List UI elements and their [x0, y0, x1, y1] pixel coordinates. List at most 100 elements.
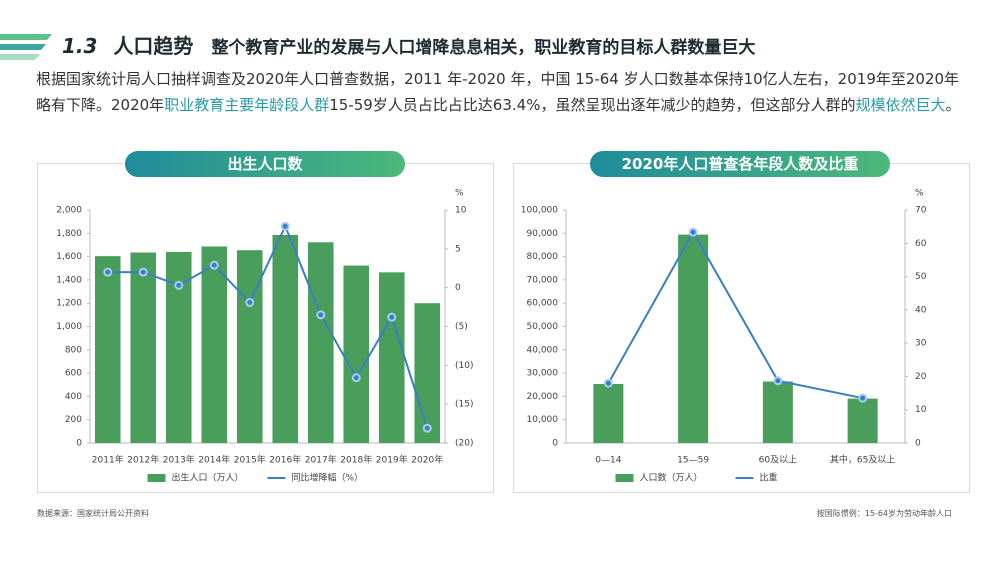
- line-point: [351, 373, 361, 383]
- bar: [307, 242, 334, 443]
- y-tick-label: 30,000: [527, 369, 559, 379]
- y2-tick-label: 70: [915, 206, 927, 216]
- line-point: [103, 267, 113, 277]
- x-tick-label: 2017年: [305, 454, 337, 466]
- y-tick-label: 50,000: [527, 322, 559, 332]
- line-point: [138, 267, 148, 277]
- x-tick-label: 2020年: [411, 454, 443, 466]
- y2-tick-label: 5: [455, 244, 461, 254]
- x-tick-label: 15—59: [677, 456, 709, 466]
- highlight-text: 职业教育主要年龄段人群: [164, 96, 330, 114]
- y2-tick-label: 10: [455, 206, 467, 216]
- y2-axis-unit: %: [455, 189, 464, 199]
- line-point: [858, 393, 868, 403]
- bar: [236, 250, 263, 443]
- x-tick-label: 2012年: [127, 454, 159, 466]
- legend-label: 人口数（万人）: [640, 472, 703, 484]
- x-tick-label: 2016年: [269, 454, 301, 466]
- y-tick-label: 60,000: [527, 299, 559, 309]
- bar: [272, 234, 299, 443]
- legend-swatch: [147, 474, 166, 482]
- y2-tick-label: 50: [915, 272, 927, 282]
- bar: [130, 252, 157, 443]
- line-point: [603, 378, 613, 388]
- y2-tick-label: 0: [455, 283, 461, 293]
- x-tick-label: 2014年: [198, 454, 230, 466]
- y-tick-label: 0: [552, 439, 558, 449]
- y2-tick-label: 30: [915, 339, 927, 349]
- highlight-text: 规模依然巨大: [855, 96, 946, 114]
- bar: [593, 383, 624, 443]
- footnote: 按国际惯例：15-64岁为劳动年龄人口: [816, 509, 952, 518]
- x-tick-label: 60及以上: [759, 455, 797, 466]
- y-tick-label: 600: [65, 369, 82, 379]
- x-tick-label: 2015年: [234, 454, 266, 466]
- line: [607, 230, 863, 400]
- legend-label: 同比增降幅（%）: [292, 472, 364, 484]
- bar: [201, 246, 228, 443]
- y-tick-label: 1,800: [56, 229, 82, 239]
- chart-title: 2020年人口普查各年段人数及比重: [590, 151, 890, 177]
- bar: [762, 381, 793, 443]
- y2-tick-label: (10): [455, 361, 473, 371]
- y-tick-label: 1,400: [56, 275, 82, 285]
- intro-text: 根据国家统计局人口抽样调查及2020年人口普查数据，2011 年-2020 年，…: [36, 66, 966, 118]
- line-point: [245, 297, 255, 307]
- y2-tick-label: (5): [455, 322, 468, 332]
- section-number: 1.3: [62, 34, 98, 58]
- bar: [847, 398, 878, 443]
- bar: [94, 256, 121, 443]
- x-tick-label: 2013年: [163, 454, 195, 466]
- text: 15-59岁人员占比占比达63.4%，虽然呈现出逐年减少的趋势，但这部分人群的: [329, 96, 856, 114]
- line-point: [688, 227, 698, 237]
- y-tick-label: 200: [65, 415, 82, 425]
- chart: 0 10,000 20,000 30,000 40,000 50,000 60,000 70,…: [521, 189, 927, 484]
- y-tick-label: 2,000: [56, 206, 82, 216]
- line-point: [773, 376, 783, 386]
- legend-label: 比重: [760, 472, 778, 484]
- y-tick-label: 1,000: [56, 322, 82, 332]
- x-tick-label: 2018年: [340, 454, 372, 466]
- y2-tick-label: 40: [915, 305, 927, 315]
- y2-axis-unit: %: [915, 189, 924, 199]
- bar: [343, 265, 370, 443]
- bar: [678, 234, 709, 443]
- y2-tick-label: (15): [455, 400, 473, 410]
- line-point: [280, 221, 290, 231]
- y-tick-label: 20,000: [527, 392, 559, 402]
- text: 根据国家统计局人口抽样调查及2020年人口普查数据，2011 年-2020 年，…: [36, 70, 960, 114]
- y2-tick-label: 0: [915, 439, 921, 449]
- line-point: [387, 312, 397, 322]
- chart: 0 200 400 600 800 1,000 1,200 1,400 1,600 1,800 2,…: [56, 189, 473, 484]
- y-tick-label: 0: [76, 439, 82, 449]
- y-tick-label: 1,200: [56, 299, 82, 309]
- line-point: [174, 280, 184, 290]
- header: 1.3 人口趋势 整个教育产业的发展与人口增降息息相关，职业教育的目标人群数量巨大: [62, 30, 755, 59]
- x-tick-label: 其中，65及以上: [830, 454, 895, 466]
- line-point: [316, 310, 326, 320]
- y2-tick-label: 60: [915, 239, 927, 249]
- y-tick-label: 70,000: [527, 275, 559, 285]
- y2-tick-label: 20: [915, 372, 927, 382]
- x-tick-label: 2019年: [376, 454, 408, 466]
- text: 。: [945, 96, 961, 114]
- y-tick-label: 1,600: [56, 252, 82, 262]
- footnote: 数据来源：国家统计局公开资料: [37, 509, 149, 518]
- y-tick-label: 10,000: [527, 415, 559, 425]
- chart-title: 出生人口数: [125, 151, 405, 177]
- bar: [414, 303, 441, 443]
- y2-tick-label: (20): [455, 439, 473, 449]
- header-decoration: [0, 34, 52, 60]
- x-tick-label: 2011年: [92, 454, 124, 466]
- section-subtitle: 整个教育产业的发展与人口增降息息相关，职业教育的目标人群数量巨大: [211, 38, 756, 58]
- x-tick-label: 0—14: [595, 456, 621, 466]
- y-tick-label: 800: [65, 345, 82, 355]
- legend-label: 出生人口（万人）: [172, 472, 244, 484]
- section-title: 人口趋势: [113, 34, 194, 58]
- bar: [378, 272, 405, 443]
- y-tick-label: 40,000: [527, 345, 559, 355]
- y-tick-label: 100,000: [521, 206, 558, 216]
- line-point: [422, 423, 432, 433]
- legend-swatch: [615, 474, 634, 482]
